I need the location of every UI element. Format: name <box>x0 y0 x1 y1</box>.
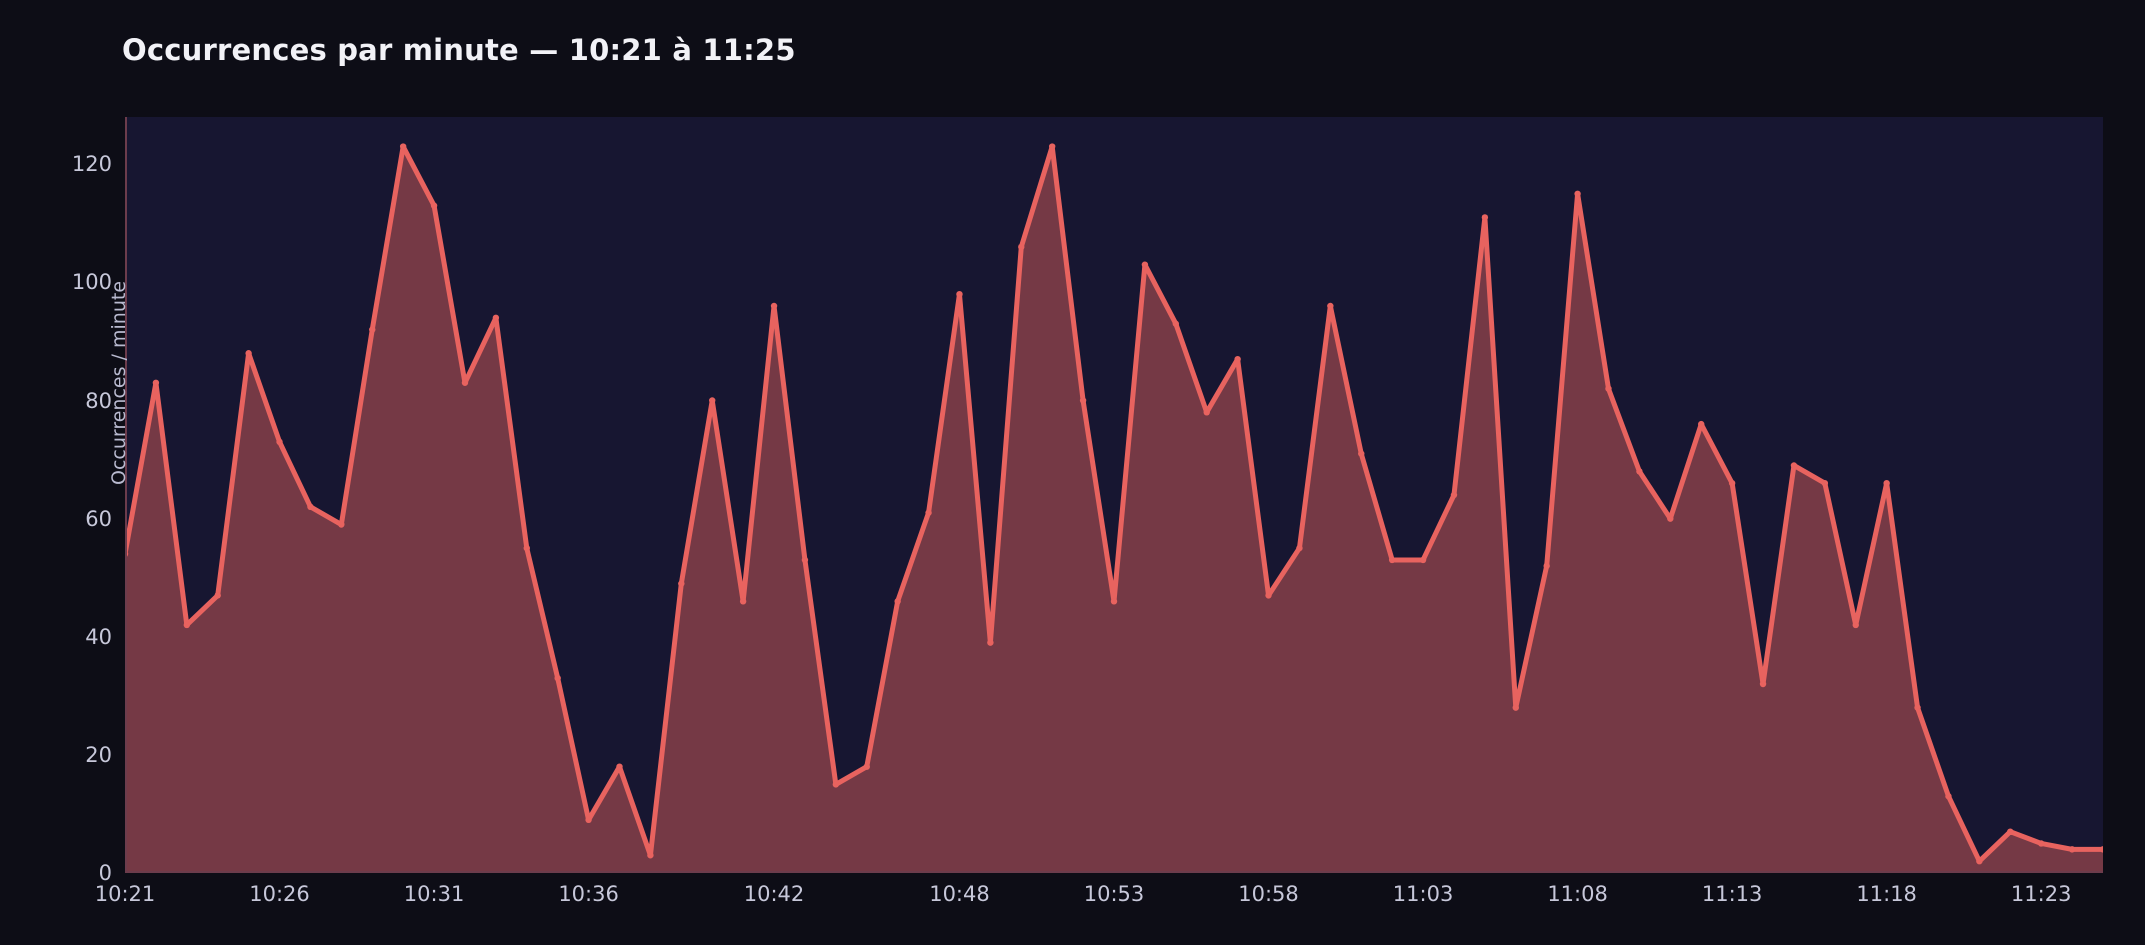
data-point-marker <box>183 621 191 629</box>
x-axis-ticks: 10:21 10:26 10:31 10:36 10:42 10:48 10:53 10:58… <box>95 882 2103 912</box>
data-point-marker <box>832 781 840 788</box>
x-tick-label: 10:48 <box>929 882 990 906</box>
data-point-marker <box>1296 544 1303 552</box>
y-axis-ticks: 0 20 40 60 80 100 120 <box>42 117 112 885</box>
data-point-marker <box>1883 479 1890 487</box>
data-point-marker <box>1914 704 1921 711</box>
y-tick-label: 100 <box>71 270 112 295</box>
x-tick-label: 10:26 <box>249 882 310 906</box>
data-point-marker <box>1976 857 1983 865</box>
axis-spine-bottom <box>125 871 2103 873</box>
y-tick-label: 80 <box>85 388 112 413</box>
area-chart-svg <box>125 143 2103 873</box>
x-tick-label: 10:53 <box>1083 882 1145 906</box>
area-fill-path <box>125 146 2103 873</box>
data-point-marker <box>245 350 252 357</box>
x-tick-label: 10:21 <box>94 882 156 906</box>
data-point-marker <box>523 544 530 552</box>
x-tick-label: 10:31 <box>403 882 465 906</box>
data-point-marker <box>1018 243 1025 251</box>
data-point-marker <box>1481 214 1489 221</box>
data-point-marker <box>276 438 283 446</box>
x-tick-label: 10:36 <box>558 882 619 906</box>
data-point-marker <box>863 763 870 770</box>
axis-spine-left <box>125 117 127 873</box>
x-tick-label: 11:13 <box>1701 882 1763 906</box>
data-point-marker <box>1203 409 1210 416</box>
data-point-marker <box>1327 302 1334 310</box>
data-point-marker <box>1636 468 1643 475</box>
data-point-marker <box>1079 397 1087 404</box>
data-point-marker <box>369 326 376 333</box>
data-point-marker <box>461 379 469 386</box>
data-point-marker <box>1512 704 1519 711</box>
y-tick-label: 40 <box>85 624 112 649</box>
data-point-marker <box>1234 355 1241 363</box>
data-point-marker <box>1574 190 1581 197</box>
data-point-marker <box>801 556 809 564</box>
data-point-marker <box>616 763 623 770</box>
data-point-marker <box>739 598 747 605</box>
data-point-marker <box>1388 556 1396 564</box>
data-point-marker <box>399 143 407 150</box>
data-point-marker <box>1358 450 1365 457</box>
data-point-marker <box>1821 479 1829 487</box>
data-point-marker <box>2099 846 2103 853</box>
data-point-marker <box>2068 846 2076 853</box>
data-point-marker <box>647 852 654 859</box>
data-point-marker <box>152 379 160 386</box>
data-point-marker <box>1110 598 1118 605</box>
data-point-marker <box>678 580 685 587</box>
y-tick-label: 60 <box>85 506 112 531</box>
data-point-marker <box>956 290 963 298</box>
data-point-marker <box>1698 420 1705 428</box>
data-point-marker <box>338 521 345 528</box>
data-point-marker <box>987 639 994 646</box>
data-point-marker <box>925 509 932 516</box>
data-point-marker <box>1141 261 1149 268</box>
data-point-marker <box>430 202 438 209</box>
data-point-marker <box>2037 840 2045 847</box>
data-point-marker <box>1667 515 1674 522</box>
data-point-marker <box>492 314 500 322</box>
data-point-marker <box>2007 828 2014 835</box>
y-tick-label: 20 <box>85 742 112 767</box>
data-point-marker <box>1543 562 1550 570</box>
plot-area <box>125 117 2103 873</box>
data-point-marker <box>585 816 592 824</box>
data-point-marker <box>1728 479 1736 487</box>
data-point-marker <box>1759 680 1767 688</box>
page-title: Occurrences par minute — 10:21 à 11:25 <box>122 33 796 67</box>
y-tick-label: 120 <box>71 152 112 177</box>
data-point-marker <box>770 302 778 310</box>
data-point-markers <box>125 143 2103 865</box>
data-point-marker <box>1048 143 1056 150</box>
x-tick-label: 11:23 <box>2010 882 2072 906</box>
data-point-marker <box>1172 320 1180 327</box>
y-tick-label: 0 <box>98 861 112 885</box>
data-point-marker <box>709 397 716 404</box>
data-point-marker <box>214 592 221 599</box>
data-point-marker <box>1790 462 1798 469</box>
x-tick-label: 10:58 <box>1238 882 1299 906</box>
data-point-marker <box>894 598 901 605</box>
x-tick-label: 10:42 <box>743 882 805 906</box>
data-point-marker <box>1945 793 1952 800</box>
data-point-marker <box>1605 385 1612 392</box>
data-point-marker <box>1265 592 1272 599</box>
data-point-marker <box>1852 621 1859 629</box>
data-point-marker <box>1419 556 1427 564</box>
data-point-marker <box>554 674 561 682</box>
data-point-marker <box>1450 491 1458 499</box>
x-tick-label: 11:18 <box>1856 882 1917 906</box>
data-point-marker <box>307 503 314 511</box>
y-axis-title: Occurrences / minute <box>108 280 130 486</box>
x-tick-label: 11:08 <box>1547 882 1608 906</box>
x-tick-label: 11:03 <box>1392 882 1454 906</box>
